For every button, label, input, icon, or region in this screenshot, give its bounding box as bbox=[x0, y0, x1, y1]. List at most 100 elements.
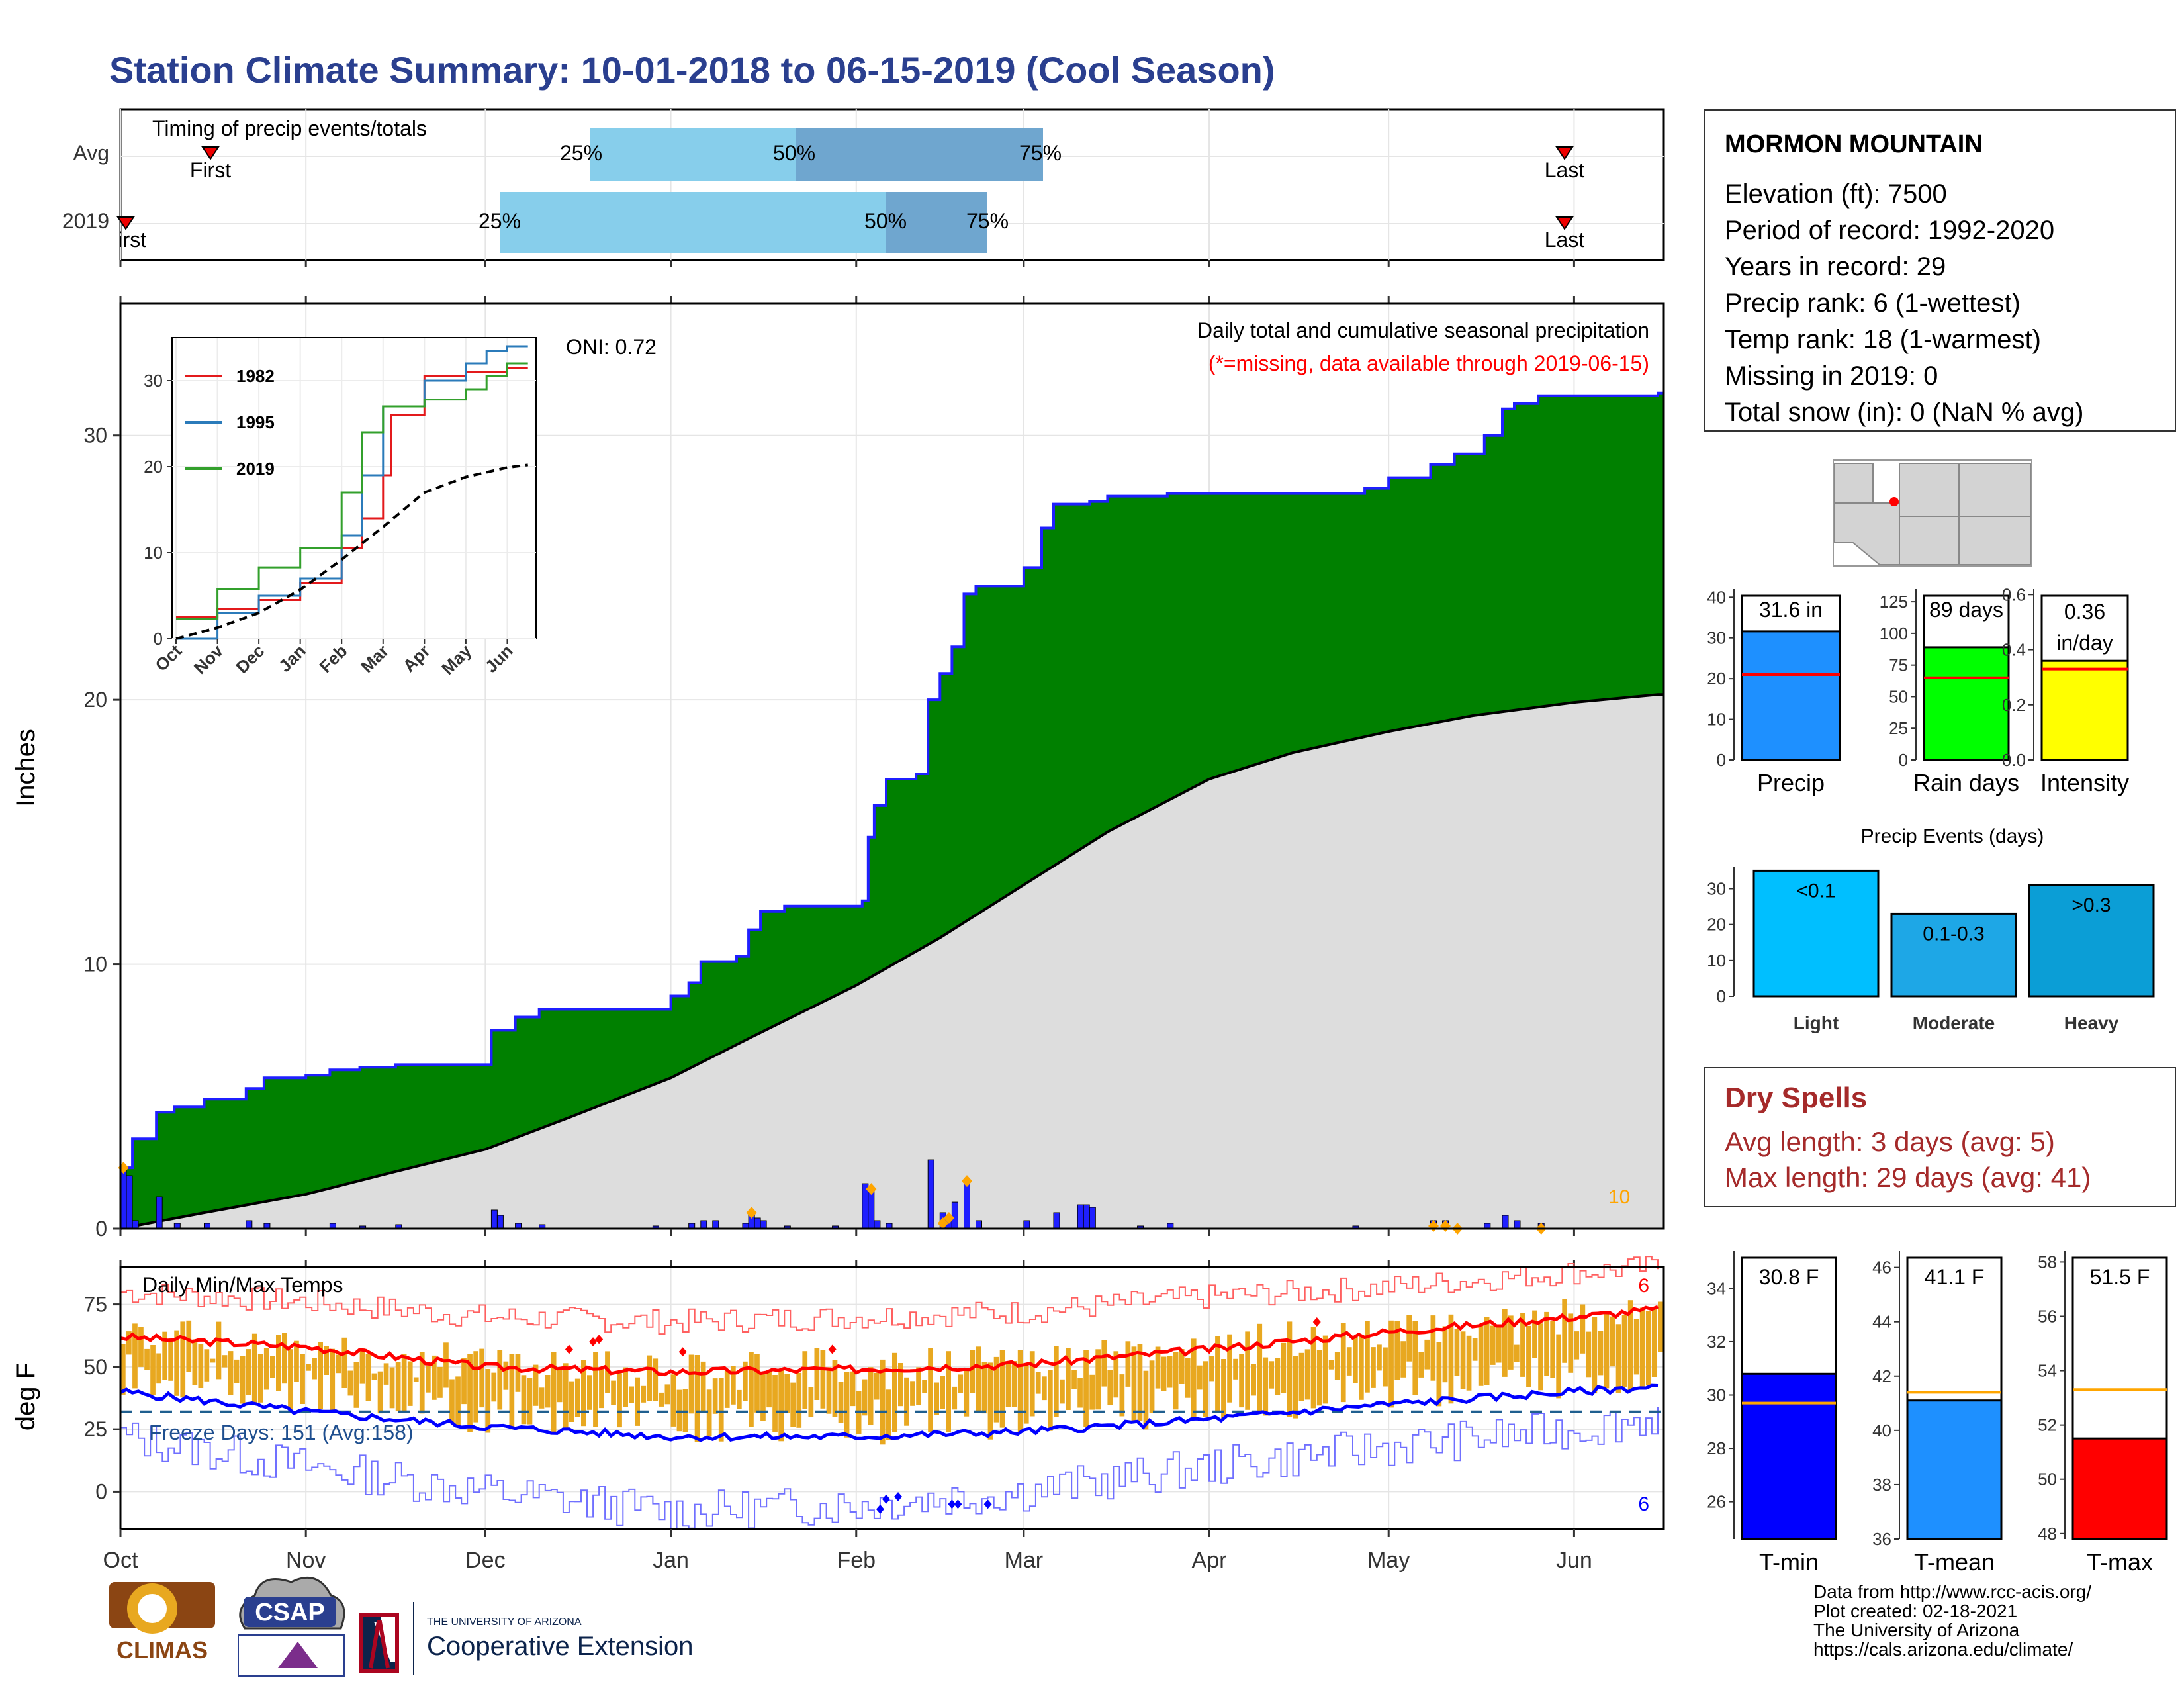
summary-label-intensity: Intensity bbox=[2040, 769, 2129, 796]
daily-temp-bar bbox=[850, 1371, 856, 1407]
daily-precip-bar bbox=[490, 1209, 498, 1229]
precip-y-tick-label: 30 bbox=[83, 424, 107, 447]
station-missing: Missing in 2019: 0 bbox=[1725, 361, 1938, 391]
summary-value-label: 31.6 in bbox=[1759, 598, 1823, 622]
events-bar-light bbox=[1752, 869, 1880, 998]
daily-temp-bar bbox=[1346, 1347, 1352, 1376]
daily-temp-bar bbox=[395, 1362, 401, 1411]
precip-y-tick-label: 10 bbox=[83, 953, 107, 976]
daily-temp-bar bbox=[473, 1351, 478, 1423]
daily-temp-bar bbox=[1472, 1338, 1478, 1361]
daily-precip-bar bbox=[927, 1159, 934, 1229]
summary-y-tick-label: 10 bbox=[1707, 710, 1726, 729]
daily-temp-bar bbox=[1077, 1378, 1083, 1408]
daily-temp-bar bbox=[246, 1349, 251, 1395]
daily-temp-bar bbox=[1227, 1334, 1232, 1403]
daily-precip-bar bbox=[1023, 1220, 1030, 1229]
daily-temp-bar bbox=[449, 1379, 455, 1423]
temp-summary-y-tick-label: 52 bbox=[2038, 1415, 2057, 1435]
daily-temp-bar bbox=[1239, 1354, 1244, 1408]
daily-temp-bar bbox=[1383, 1347, 1388, 1387]
daily-temp-bar bbox=[934, 1382, 939, 1415]
daily-temp-bar bbox=[1119, 1374, 1125, 1417]
daily-temp-bar bbox=[886, 1389, 891, 1440]
daily-temp-bar bbox=[257, 1354, 263, 1403]
daily-temp-bar bbox=[760, 1373, 766, 1421]
dry-spells-box: Dry Spells Avg length: 3 days (avg: 5) M… bbox=[1704, 1067, 2176, 1207]
credit-plot-date: Plot created: 02-18-2021 bbox=[1813, 1601, 2018, 1621]
daily-temp-bar bbox=[485, 1369, 491, 1433]
daily-temp-bar bbox=[515, 1354, 521, 1392]
daily-precip-bar bbox=[868, 1188, 875, 1229]
record-high-marker bbox=[828, 1344, 837, 1354]
daily-temp-bar bbox=[653, 1358, 659, 1401]
climas-logo: CLIMAS bbox=[109, 1582, 215, 1664]
daily-temp-bar bbox=[455, 1376, 461, 1425]
daily-temp-bar bbox=[1627, 1300, 1633, 1391]
2019-last-label: Last bbox=[1545, 228, 1585, 252]
precip-header: Daily total and cumulative seasonal prec… bbox=[1197, 318, 1649, 342]
daily-temp-bar bbox=[1293, 1356, 1298, 1419]
daily-precip-bar bbox=[951, 1201, 958, 1229]
daily-temp-bar bbox=[964, 1368, 970, 1417]
daily-temp-bar bbox=[551, 1352, 557, 1432]
daily-temp-bar bbox=[174, 1330, 179, 1396]
daily-temp-bar bbox=[1538, 1323, 1543, 1391]
daily-temp-bar bbox=[1490, 1325, 1496, 1365]
events-y-tick-label: 0 bbox=[1717, 986, 1726, 1006]
daily-temp-bar bbox=[563, 1363, 569, 1430]
daily-temp-bar bbox=[754, 1354, 760, 1413]
daily-temp-bar bbox=[1586, 1331, 1592, 1378]
avg-timing-bar-50-75 bbox=[796, 128, 1043, 181]
daily-temp-bar bbox=[1400, 1341, 1406, 1378]
precip-y-axis-label: Inches bbox=[11, 729, 40, 807]
summary-label-precip: Precip bbox=[1757, 769, 1825, 796]
station-elevation: Elevation (ft): 7500 bbox=[1725, 179, 1947, 209]
daily-temp-bar bbox=[461, 1358, 467, 1405]
daily-temp-bar bbox=[1149, 1360, 1155, 1413]
station-temp-rank: Temp rank: 18 (1-warmest) bbox=[1725, 325, 2041, 354]
daily-temp-bar bbox=[168, 1338, 173, 1381]
daily-temp-bar bbox=[898, 1363, 903, 1407]
2019-timing-bar-50-75 bbox=[886, 192, 987, 253]
temp-summary-y-tick-label: 38 bbox=[1872, 1475, 1891, 1495]
daily-temp-bar bbox=[664, 1384, 670, 1405]
record-low-marker bbox=[983, 1499, 992, 1509]
x-month-label: Nov bbox=[286, 1548, 326, 1573]
daily-precip-bar bbox=[1514, 1220, 1521, 1229]
summary-y-tick-label: 125 bbox=[1880, 592, 1908, 612]
credits: Data from http://www.rcc-acis.org/ Plot … bbox=[1813, 1582, 2091, 1659]
daily-temp-bar bbox=[743, 1361, 748, 1401]
daily-temp-bar bbox=[892, 1352, 897, 1432]
avg-last-marker bbox=[1555, 146, 1574, 160]
daily-temp-bar bbox=[1322, 1335, 1328, 1404]
temp-panel-title: Daily Min/Max Temps bbox=[142, 1273, 343, 1297]
summary-y-tick-label: 20 bbox=[1707, 669, 1726, 688]
summary-bar-charts: 0 10 20 30 40 Precip 31.6 in 0 25 50 75 100 125 Rain … bbox=[1707, 585, 2129, 796]
x-month-label: Feb bbox=[837, 1548, 876, 1573]
observed-cumulative-line bbox=[120, 391, 1664, 1170]
daily-temp-bar bbox=[611, 1380, 616, 1405]
climas-logo-text: CLIMAS bbox=[116, 1636, 208, 1664]
daily-temp-bar bbox=[814, 1348, 820, 1400]
daily-temp-bar bbox=[383, 1363, 389, 1385]
daily-temp-bar bbox=[1191, 1338, 1197, 1419]
daily-temp-bar bbox=[1502, 1309, 1508, 1377]
daily-temp-bar bbox=[635, 1377, 640, 1426]
summary-value-label: 89 days bbox=[1929, 598, 2003, 622]
events-bar-moderate bbox=[1890, 912, 2017, 998]
daily-temp-bar bbox=[192, 1339, 198, 1385]
inset-legend-label: 1995 bbox=[236, 412, 275, 432]
daily-temp-bar bbox=[880, 1359, 886, 1445]
daily-temp-bar bbox=[1054, 1346, 1059, 1417]
daily-temp-bar bbox=[1083, 1350, 1089, 1427]
temp-summary-label-tmin: T-min bbox=[1759, 1548, 1819, 1575]
daily-temp-bar bbox=[1167, 1356, 1173, 1388]
summary-y-tick-label: 30 bbox=[1707, 628, 1726, 648]
summary-y-tick-label: 0 bbox=[1717, 750, 1726, 770]
daily-temp-bar bbox=[407, 1361, 413, 1406]
daily-temp-bar bbox=[928, 1348, 933, 1432]
daily-temp-bar bbox=[1448, 1314, 1454, 1404]
daily-temp-bar bbox=[1580, 1304, 1586, 1354]
